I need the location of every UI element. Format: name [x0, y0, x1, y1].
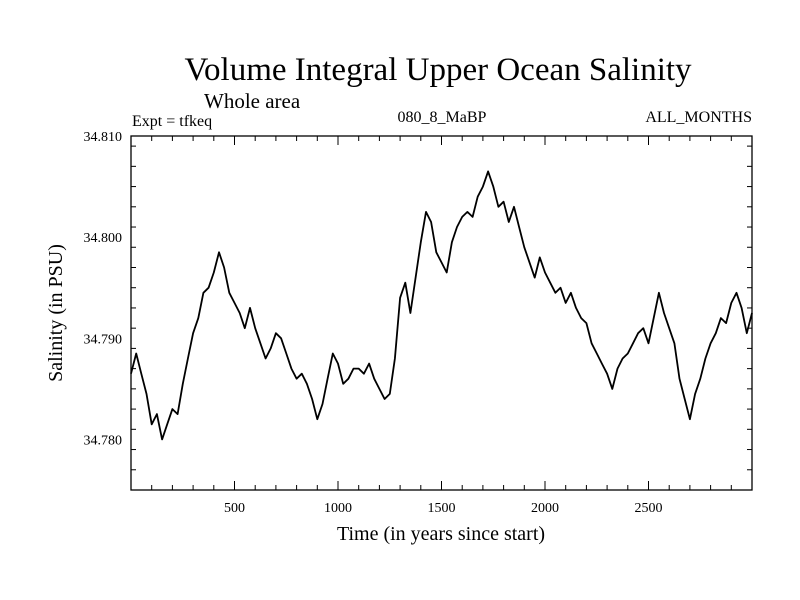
months-label: ALL_MONTHS [645, 109, 752, 126]
y-tick-label: 34.800 [84, 231, 123, 246]
salinity-series-line [130, 170, 753, 441]
axis-ticks: 500 1000 1500 2000 2500 34.780 34.790 34.800 34.… [84, 130, 752, 516]
x-tick-label: 500 [224, 501, 245, 516]
run-label: 080_8_MaBP [398, 109, 487, 126]
x-tick-label: 2500 [635, 501, 663, 516]
chart-title: Volume Integral Upper Ocean Salinity [184, 52, 692, 88]
x-tick-label: 1500 [428, 501, 456, 516]
experiment-label: Expt = tfkeq [132, 113, 212, 130]
x-axis-label: Time (in years since start) [337, 523, 545, 545]
plot-frame [130, 135, 753, 491]
plot-area [130, 170, 753, 441]
y-tick-label: 34.780 [84, 433, 123, 448]
x-tick-label: 1000 [324, 501, 352, 516]
y-axis-label: Salinity (in PSU) [45, 244, 67, 382]
y-tick-label: 34.790 [84, 332, 123, 347]
y-tick-label: 34.810 [84, 130, 123, 145]
x-tick-label: 2000 [531, 501, 559, 516]
chart-subtitle: Whole area [204, 89, 301, 113]
